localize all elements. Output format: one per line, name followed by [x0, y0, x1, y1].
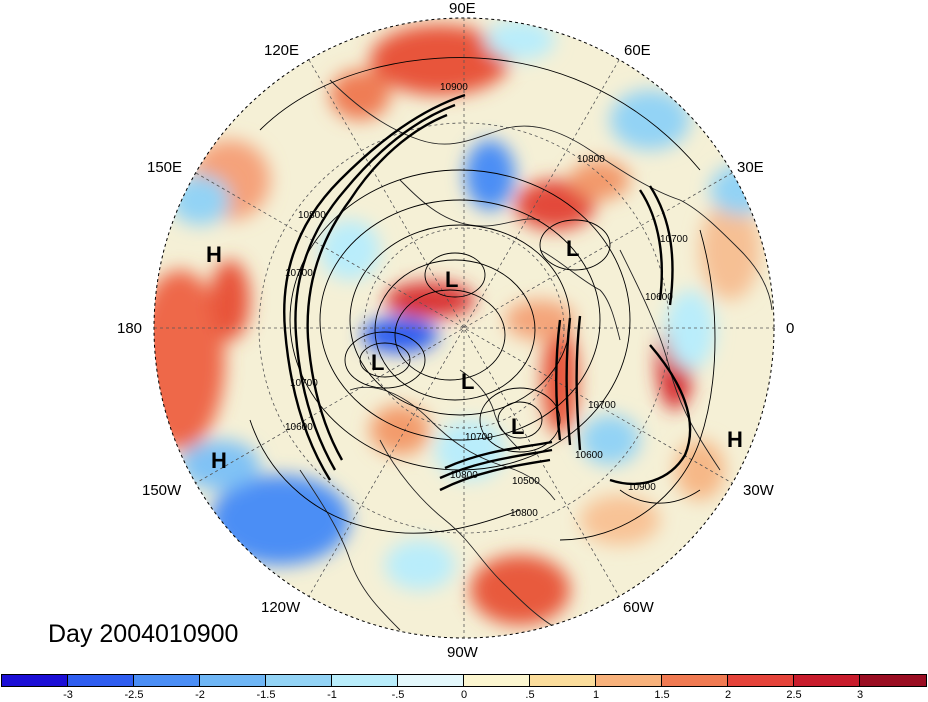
colorbar-tick-label: 1.5 — [654, 689, 670, 701]
longitude-label-30w: 30W — [743, 482, 774, 499]
colorbar-swatch — [728, 674, 794, 687]
colorbar-swatch — [1, 674, 68, 687]
colorbar-swatch — [68, 674, 134, 687]
colorbar-tick-label: -3 — [63, 689, 73, 701]
date-title: Day 2004010900 — [48, 620, 239, 648]
high-pressure-label: H — [206, 242, 222, 267]
low-pressure-label: L — [461, 369, 474, 394]
colorbar-swatch — [662, 674, 728, 687]
contour-label: 10600 — [645, 292, 673, 303]
colorbar-tick-label: -2 — [195, 689, 205, 701]
colorbar-tick-label: 2.5 — [786, 689, 802, 701]
low-pressure-label: L — [511, 414, 524, 439]
high-pressure-label: H — [211, 448, 227, 473]
contour-label: 10700 — [290, 378, 318, 389]
contour-label: 10700 — [465, 432, 493, 443]
low-pressure-label: L — [445, 267, 458, 292]
contour-labels: 10900 10800 10800 10700 10700 10600 1050… — [285, 82, 688, 519]
height-contours — [249, 57, 716, 541]
colorbar-swatch — [332, 674, 398, 687]
contour-label: 10600 — [575, 450, 603, 461]
colorbar-tick-label: 2 — [724, 689, 732, 701]
coastlines — [299, 79, 773, 631]
longitude-label-90e: 90E — [449, 0, 476, 17]
colorbar-swatch — [530, 674, 596, 687]
longitude-label-90w: 90W — [447, 644, 478, 661]
longitude-label-120e: 120E — [264, 42, 300, 59]
colorbar-swatch — [200, 674, 266, 687]
colorbar: -3 -2.5 -2 -1.5 -1 -.5 0 .5 1 1.5 2 2.5 … — [0, 674, 928, 702]
colorbar-tick-label: -1.5 — [256, 689, 276, 701]
graticule — [153, 17, 775, 639]
longitude-label-60w: 60W — [623, 599, 654, 616]
colorbar-swatch — [398, 674, 464, 687]
contour-label: 10800 — [510, 508, 538, 519]
longitude-label-150e: 150E — [147, 159, 183, 176]
longitude-label-60e: 60E — [624, 42, 651, 59]
longitude-label-120w: 120W — [261, 599, 301, 616]
contour-label: 10700 — [660, 234, 688, 245]
colorbar-swatch — [134, 674, 200, 687]
contour-label: 10700 — [588, 400, 616, 411]
longitude-label-30e: 30E — [737, 159, 764, 176]
colorbar-tick-label: 1 — [592, 689, 600, 701]
low-pressure-label: L — [371, 350, 384, 375]
colorbar-tick-label: 3 — [856, 689, 864, 701]
contour-label: 10600 — [285, 422, 313, 433]
contour-label: 10500 — [512, 476, 540, 487]
pressure-centers: H H H L L L L L — [206, 236, 743, 473]
contour-label: 10800 — [298, 210, 326, 221]
colorbar-swatch — [860, 674, 927, 687]
colorbar-tick-label: -2.5 — [124, 689, 144, 701]
colorbar-swatch — [266, 674, 332, 687]
colorbar-swatch — [464, 674, 530, 687]
contour-label: 10900 — [440, 82, 468, 93]
longitude-label-180: 180 — [117, 320, 143, 337]
colorbar-tick-label: -.5 — [391, 689, 405, 701]
high-pressure-label: H — [727, 427, 743, 452]
longitude-label-150w: 150W — [142, 482, 182, 499]
contour-label: 10800 — [450, 470, 478, 481]
longitude-label-0: 0 — [786, 320, 795, 337]
contour-label: 10700 — [285, 268, 313, 279]
colorbar-swatch — [596, 674, 662, 687]
contour-label: 10900 — [628, 482, 656, 493]
colorbar-swatch — [794, 674, 860, 687]
low-pressure-label: L — [566, 236, 579, 261]
contour-label: 10800 — [577, 154, 605, 165]
colorbar-tick-label: 0 — [460, 689, 468, 701]
colorbar-tick-label: -1 — [327, 689, 337, 701]
colorbar-tick-label: .5 — [525, 689, 535, 701]
